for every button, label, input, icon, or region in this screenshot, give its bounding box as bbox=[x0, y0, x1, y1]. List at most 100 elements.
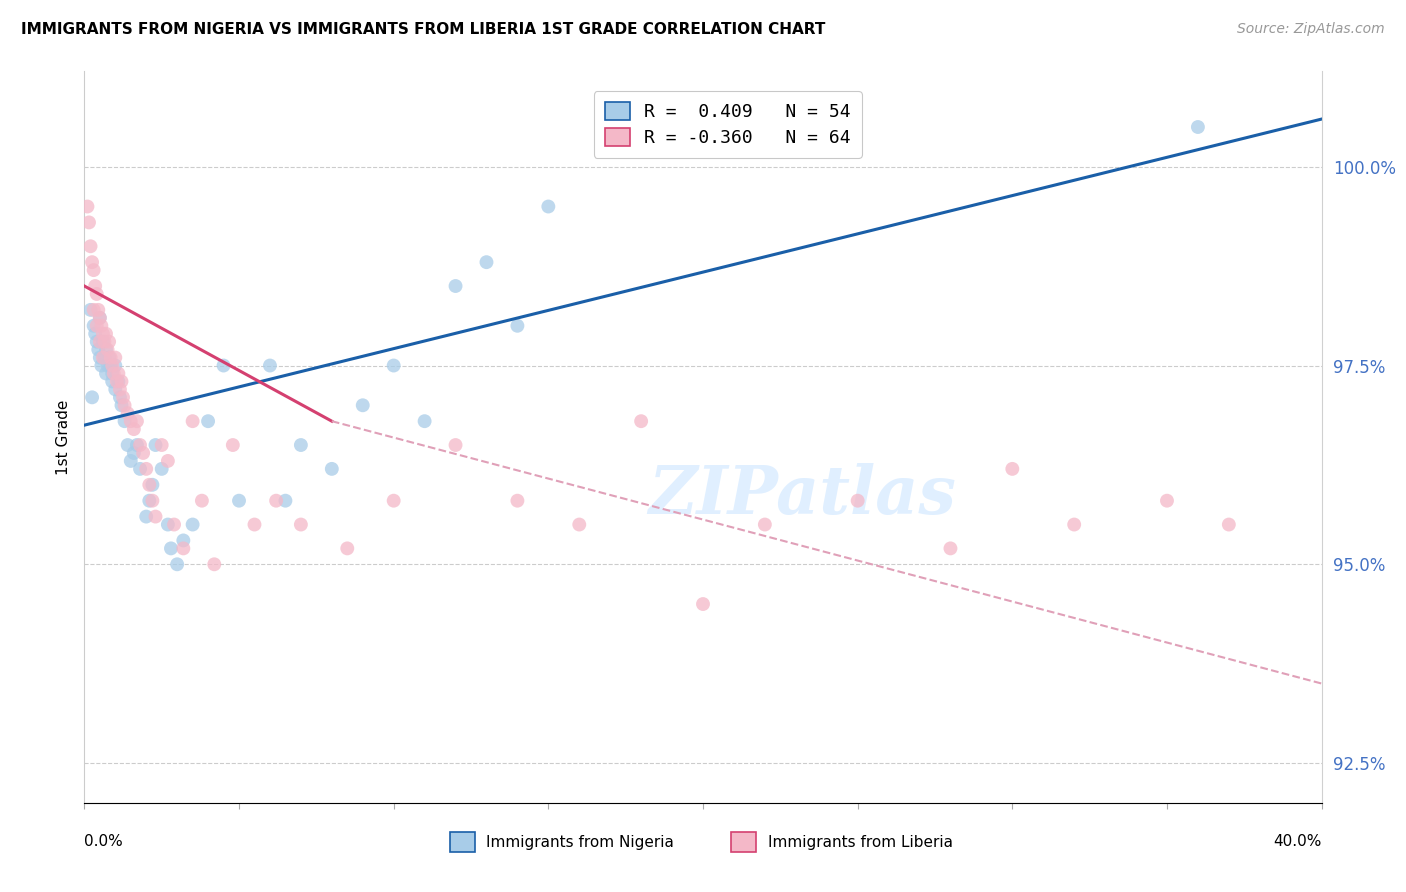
Point bbox=[222, 438, 245, 452]
Point bbox=[122, 446, 145, 460]
Text: 40.0%: 40.0% bbox=[1274, 834, 1322, 849]
Point bbox=[166, 558, 188, 572]
Point bbox=[259, 359, 281, 373]
Point bbox=[939, 541, 962, 556]
Point bbox=[89, 334, 111, 349]
Point bbox=[336, 541, 359, 556]
Point bbox=[141, 493, 163, 508]
Point bbox=[93, 334, 115, 349]
Point bbox=[1001, 462, 1024, 476]
Point bbox=[107, 375, 129, 389]
Point bbox=[1187, 120, 1209, 134]
Point bbox=[87, 343, 110, 357]
Point bbox=[94, 326, 117, 341]
Point bbox=[290, 438, 312, 452]
Point bbox=[117, 438, 139, 452]
Point bbox=[202, 558, 225, 572]
Point bbox=[352, 398, 374, 412]
Point bbox=[692, 597, 714, 611]
Point bbox=[91, 326, 114, 341]
Point bbox=[86, 318, 108, 333]
Point bbox=[97, 343, 120, 357]
Point bbox=[145, 438, 167, 452]
Point bbox=[172, 533, 194, 548]
Point bbox=[382, 359, 405, 373]
Point bbox=[84, 326, 107, 341]
Point bbox=[93, 351, 115, 365]
Point bbox=[89, 310, 111, 325]
Point bbox=[264, 493, 287, 508]
Point bbox=[104, 383, 127, 397]
Point bbox=[172, 541, 194, 556]
Point bbox=[90, 359, 112, 373]
Point bbox=[84, 279, 107, 293]
Point bbox=[156, 517, 179, 532]
Point bbox=[100, 359, 122, 373]
Point bbox=[86, 287, 108, 301]
Point bbox=[129, 462, 152, 476]
Point bbox=[754, 517, 776, 532]
Point bbox=[138, 493, 160, 508]
Point bbox=[120, 454, 142, 468]
Point bbox=[87, 302, 110, 317]
Point bbox=[107, 367, 129, 381]
Point bbox=[94, 343, 117, 357]
Point bbox=[89, 310, 111, 325]
Point bbox=[163, 517, 186, 532]
Point bbox=[290, 517, 312, 532]
Text: Immigrants from Liberia: Immigrants from Liberia bbox=[768, 835, 953, 849]
Text: ZIPatlas: ZIPatlas bbox=[648, 463, 956, 528]
Point bbox=[138, 477, 160, 491]
Text: Source: ZipAtlas.com: Source: ZipAtlas.com bbox=[1237, 22, 1385, 37]
Point bbox=[135, 509, 157, 524]
Point bbox=[97, 359, 120, 373]
Point bbox=[98, 334, 121, 349]
Point bbox=[630, 414, 652, 428]
Text: Immigrants from Nigeria: Immigrants from Nigeria bbox=[486, 835, 675, 849]
Point bbox=[101, 359, 124, 373]
Point bbox=[104, 359, 127, 373]
Point bbox=[110, 375, 132, 389]
Point bbox=[103, 367, 125, 381]
Point bbox=[91, 351, 114, 365]
Point bbox=[129, 438, 152, 452]
Point bbox=[444, 438, 467, 452]
Point bbox=[105, 375, 128, 389]
Point bbox=[91, 334, 114, 349]
Point bbox=[100, 351, 122, 365]
Point bbox=[475, 255, 498, 269]
Point bbox=[89, 351, 111, 365]
Point bbox=[197, 414, 219, 428]
Point bbox=[846, 493, 869, 508]
Point bbox=[101, 367, 124, 381]
Point bbox=[122, 422, 145, 436]
Point bbox=[413, 414, 436, 428]
Point bbox=[444, 279, 467, 293]
Point bbox=[1156, 493, 1178, 508]
Point bbox=[132, 446, 155, 460]
Point bbox=[79, 302, 101, 317]
Point bbox=[79, 239, 101, 253]
Point bbox=[98, 351, 121, 365]
Y-axis label: 1st Grade: 1st Grade bbox=[56, 400, 72, 475]
Point bbox=[110, 398, 132, 412]
Point bbox=[228, 493, 250, 508]
Point bbox=[243, 517, 266, 532]
Point bbox=[101, 375, 124, 389]
Text: 0.0%: 0.0% bbox=[84, 834, 124, 849]
Point bbox=[120, 414, 142, 428]
Point bbox=[191, 493, 214, 508]
Point bbox=[125, 438, 148, 452]
Point bbox=[83, 318, 105, 333]
Point bbox=[76, 200, 98, 214]
Point bbox=[160, 541, 183, 556]
Point bbox=[1218, 517, 1240, 532]
Point bbox=[108, 390, 131, 404]
Point bbox=[108, 383, 131, 397]
Point bbox=[112, 390, 135, 404]
Point bbox=[212, 359, 235, 373]
Point bbox=[150, 438, 173, 452]
Point bbox=[125, 414, 148, 428]
Point bbox=[114, 414, 136, 428]
Point bbox=[82, 390, 104, 404]
